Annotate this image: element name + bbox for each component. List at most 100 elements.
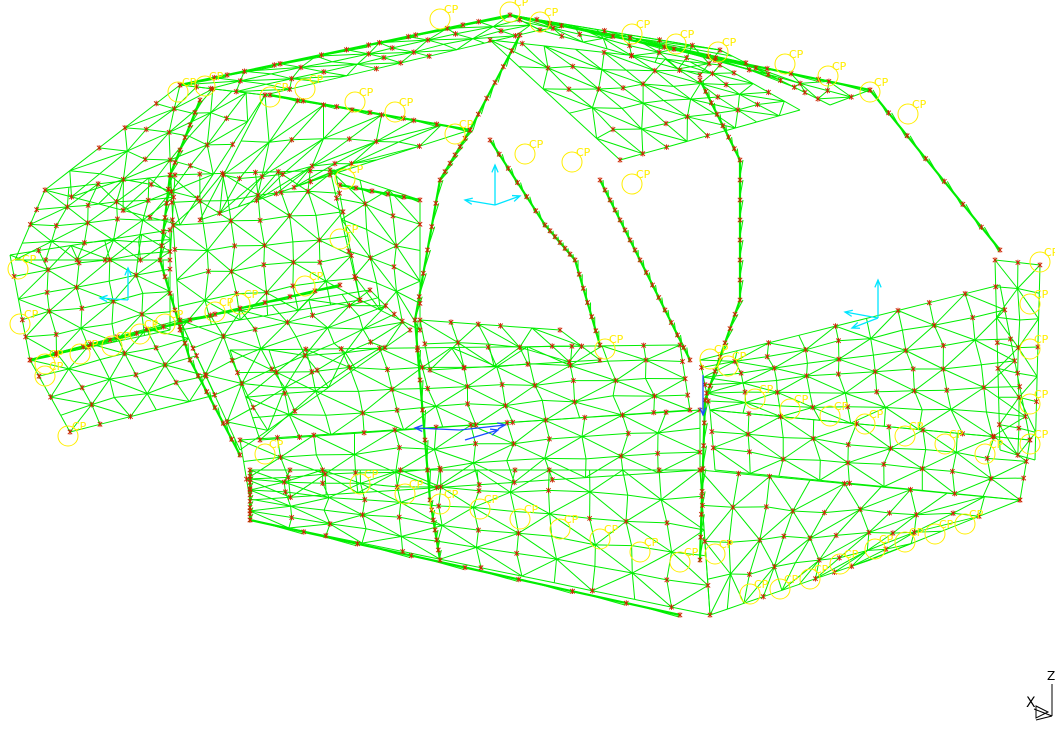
mesh-edge [363,515,402,537]
mesh-edge [289,415,326,416]
mesh-edge [740,84,754,95]
mesh-edge [439,506,442,526]
mesh-edge [324,72,347,76]
cp-label: CP [1044,246,1055,259]
mesh-edge [710,403,746,410]
mesh-edge [758,101,785,104]
mesh-edge [264,246,265,265]
mesh-edge [592,573,632,591]
mesh-edge [380,292,396,311]
cp-label: CP [144,318,159,331]
mesh-edge [528,362,569,364]
mesh-edge [267,286,293,293]
mesh-edge [774,368,806,376]
mesh-edge [569,108,592,114]
mesh-edge [626,500,661,522]
mesh-edge [748,417,781,435]
mesh-edge [502,385,505,406]
mesh-edge [242,369,272,383]
mesh-edge [973,310,1005,318]
load-arrow-icon [852,318,878,328]
mesh-edge [328,316,359,328]
mesh-edge [255,322,287,329]
mesh-edge [569,360,600,362]
mesh-edge [570,366,573,381]
mesh-edge [268,310,299,315]
mesh-edge [718,94,740,97]
mesh-edge [440,547,476,559]
mesh-edge [467,387,505,406]
mesh-edge [720,65,734,73]
mesh-edge [984,388,987,413]
mesh-edge [92,405,131,417]
mesh-edge [147,365,165,394]
beam-edge [307,532,357,546]
mesh-edge [434,449,440,468]
mesh-edge [292,105,324,140]
mesh-edge [387,370,392,390]
beam-edge [600,180,605,190]
mesh-edge [784,101,800,110]
mesh-edge [77,287,82,308]
mesh-edge [517,553,522,576]
mesh-edge [597,138,643,153]
mesh-edge [848,463,850,483]
mesh-edge [439,487,441,506]
cp-label: CP [949,428,964,441]
mesh-edge [997,289,1018,318]
mesh-edge [836,509,860,535]
mesh-edge [687,99,690,117]
mesh-edge [602,70,626,71]
mesh-edge [18,292,47,299]
mesh-edge [231,221,235,246]
mesh-edge [583,38,603,42]
beam-edge [499,154,508,168]
mesh-edge [227,422,268,431]
mesh-edge [434,427,436,449]
mesh-edge [997,317,1020,320]
mesh-edge [264,265,267,293]
mesh-edge [891,448,926,449]
mesh-edge [100,353,125,359]
mesh-edge [292,139,324,140]
mesh-edge [952,452,956,471]
mesh-edge [117,181,123,202]
mesh-edge [886,391,915,408]
cp-label: CP [244,288,259,301]
mesh-edge [265,242,293,246]
mesh-edge [440,463,474,469]
beam-edge [527,197,536,211]
mesh-edge [408,37,428,40]
mesh-edge [599,70,602,89]
mesh-edge [590,470,623,492]
mesh-edge [691,84,701,100]
mesh-edge [434,444,475,450]
mesh-edge [331,413,363,435]
mesh-edge [125,109,174,128]
mesh-edge [860,490,910,510]
mesh-edge [175,249,177,280]
mesh-edge [317,370,328,387]
mesh-edge [173,225,207,250]
mesh-edge [290,191,308,216]
mesh-edge [227,408,253,422]
mesh-edge [1018,265,1040,289]
mesh-edge [975,310,1005,340]
mesh-edge [296,328,328,337]
mesh-edge [174,109,192,113]
mesh-edge [397,281,421,291]
cp-label: CP [722,36,737,49]
mesh-edge [626,495,628,521]
mesh-edge [260,220,264,245]
beam-edge [277,57,320,65]
mesh-edge [136,375,147,394]
mesh-edge [952,471,991,478]
mesh-edge [922,469,952,472]
cp-label: CP [1034,333,1049,346]
mesh-edge [250,506,291,511]
mesh-edge [138,252,170,255]
mesh-edge [376,142,398,143]
beam-edge [511,168,516,184]
